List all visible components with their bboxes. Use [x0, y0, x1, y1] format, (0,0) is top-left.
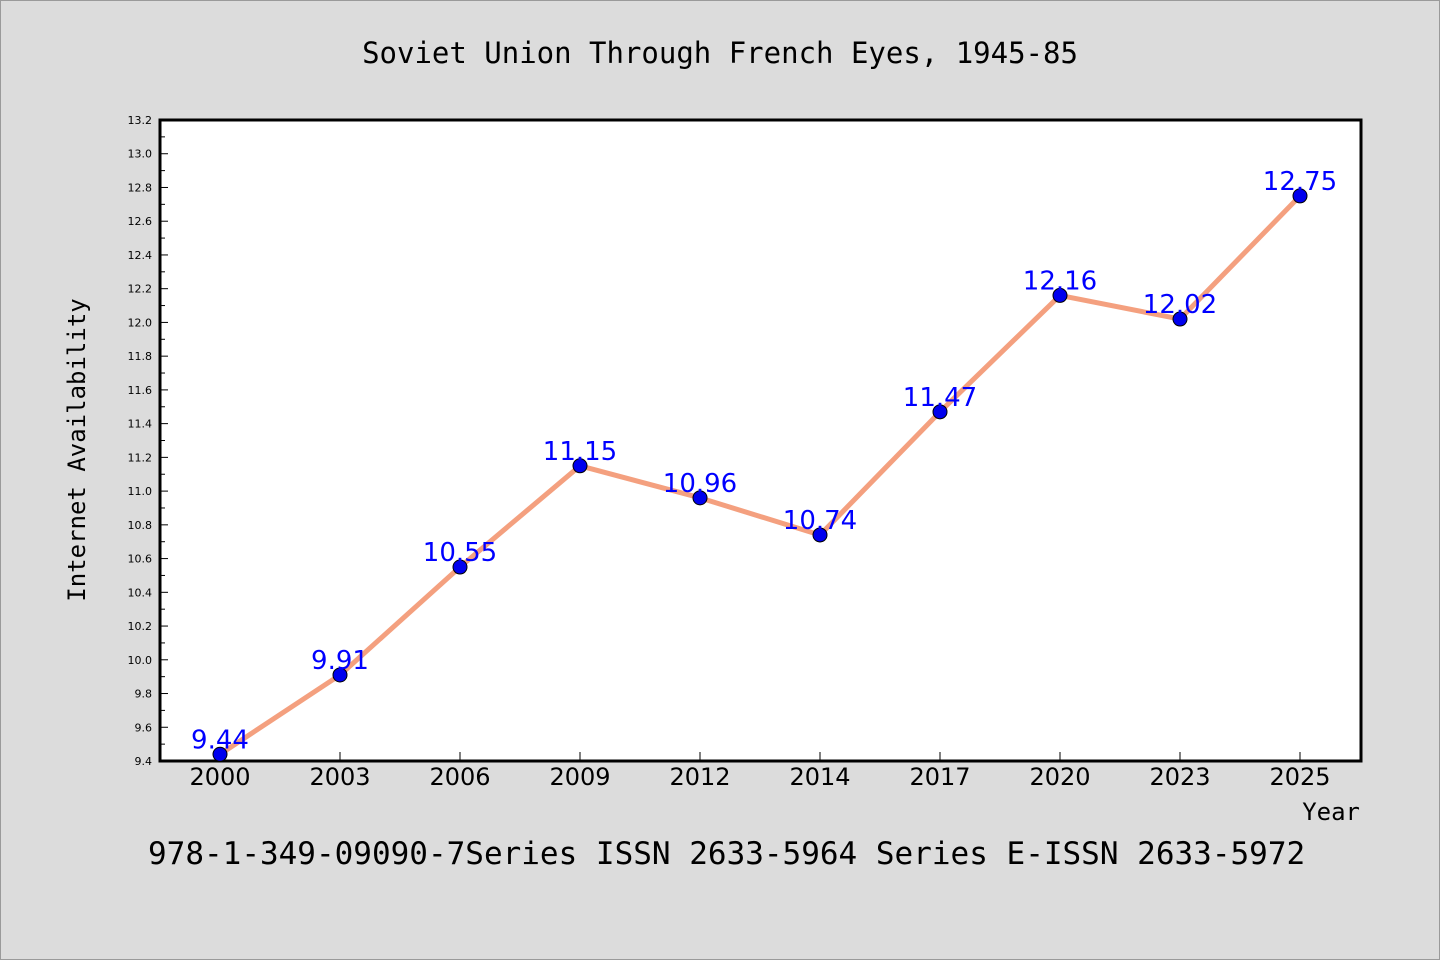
chart-title: Soviet Union Through French Eyes, 1945-8… — [362, 36, 1078, 70]
y-tick-label: 10.0 — [128, 654, 153, 667]
y-tick-label: 13.2 — [128, 114, 153, 127]
y-tick-label: 10.2 — [128, 620, 153, 633]
x-tick-label: 2023 — [1149, 763, 1210, 791]
data-points — [212, 188, 1308, 762]
y-tick-label: 12.0 — [128, 316, 153, 329]
x-axis-title: Year — [1302, 798, 1360, 826]
x-tick-label: 2003 — [309, 763, 370, 791]
data-point — [812, 527, 828, 543]
x-tick-label: 2017 — [909, 763, 970, 791]
y-tick-label: 10.4 — [128, 586, 153, 599]
y-tick-label: 12.8 — [128, 181, 153, 194]
y-tick-label: 9.6 — [135, 721, 153, 734]
x-tick-label: 2020 — [1029, 763, 1090, 791]
data-label: 9.44 — [191, 725, 249, 755]
x-tick-label: 2025 — [1269, 763, 1330, 791]
data-label: 11.47 — [903, 383, 977, 413]
y-axis: 9.4 9.6 9.8 10.0 10.2 10.4 10.6 10.8 11.0 11.2 11.… — [128, 114, 168, 768]
footer-isbn-text: 978-1-349-09090-7Series ISSN 2633-5964 S… — [148, 836, 1305, 872]
x-axis: 2000 2003 2006 2009 2012 2014 2017 2020 2023 2025 — [189, 752, 1331, 791]
x-tick-label: 2000 — [189, 763, 250, 791]
data-label: 12.75 — [1263, 167, 1337, 197]
data-label: 10.55 — [423, 538, 497, 568]
data-point — [1052, 287, 1068, 303]
data-point — [1292, 188, 1308, 204]
y-tick-label: 11.2 — [128, 451, 153, 464]
y-tick-label: 10.8 — [128, 519, 153, 532]
x-tick-label: 2009 — [549, 763, 610, 791]
data-point — [452, 559, 468, 575]
y-tick-label: 9.4 — [135, 755, 153, 768]
y-tick-label: 11.6 — [128, 384, 153, 397]
y-tick-label: 11.8 — [128, 350, 153, 363]
data-label: 11.15 — [543, 437, 617, 467]
y-tick-label: 12.4 — [128, 249, 153, 262]
data-label: 10.74 — [783, 506, 857, 536]
y-tick-label: 11.4 — [128, 418, 153, 431]
y-tick-label: 13.0 — [128, 148, 153, 161]
data-label: 12.16 — [1023, 266, 1097, 296]
data-labels: 9.44 9.91 10.55 11.15 10.96 10.74 11.47 12.16 12… — [191, 167, 1337, 755]
y-tick-label: 10.6 — [128, 553, 153, 566]
data-point — [332, 667, 348, 683]
series-line — [217, 193, 1303, 757]
data-label: 9.91 — [311, 646, 369, 676]
data-label: 12.02 — [1143, 290, 1217, 320]
data-point — [932, 404, 948, 420]
data-point — [692, 490, 708, 506]
data-point — [1172, 311, 1188, 327]
data-point — [212, 746, 228, 762]
data-label: 10.96 — [663, 469, 737, 499]
y-tick-label: 11.0 — [128, 485, 153, 498]
y-tick-label: 9.8 — [135, 688, 153, 701]
x-tick-label: 2006 — [429, 763, 490, 791]
y-axis-title: Internet Availability — [63, 298, 91, 601]
y-tick-label: 12.2 — [128, 283, 153, 296]
y-tick-label: 12.6 — [128, 215, 153, 228]
x-tick-label: 2014 — [789, 763, 850, 791]
data-point — [572, 458, 588, 474]
x-tick-label: 2012 — [669, 763, 730, 791]
